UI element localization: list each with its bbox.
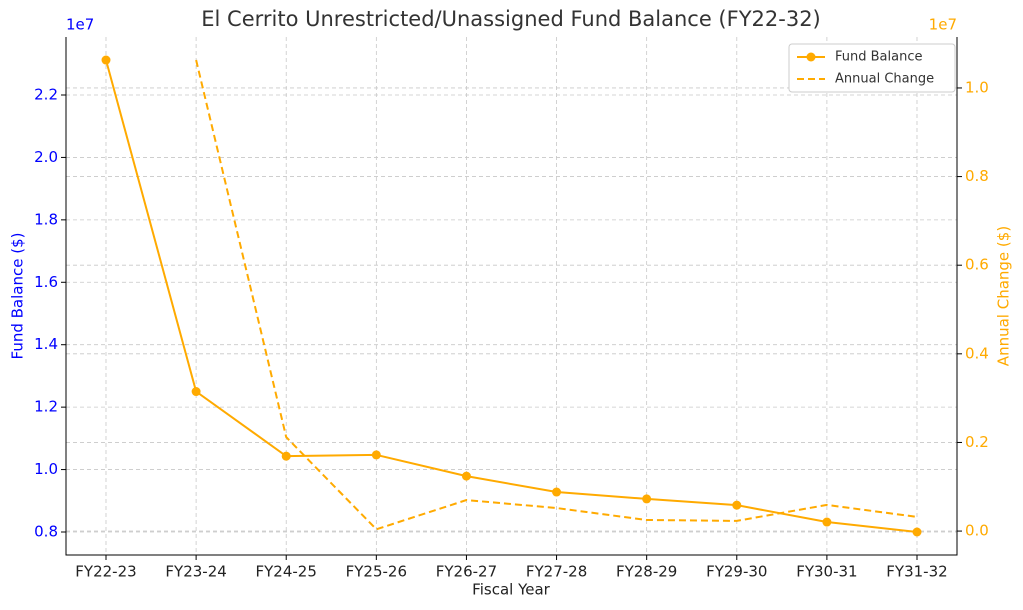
legend-box: [788, 43, 956, 93]
axis-frame: [65, 37, 958, 556]
x-tick-label: FY30-31: [796, 563, 857, 581]
x-tick-label: FY31-32: [886, 563, 947, 581]
data-point: [912, 527, 922, 537]
series-line: [105, 59, 918, 533]
x-tick-label: FY29-30: [706, 563, 767, 581]
x-tick-label: FY26-27: [436, 563, 497, 581]
y2-offset-label: 1e7: [929, 16, 957, 34]
data-point: [461, 471, 471, 481]
y2-tick-label: 0.4: [965, 344, 989, 362]
x-tick-label: FY27-28: [526, 563, 587, 581]
data-point: [732, 500, 742, 510]
chart-title: El Cerrito Unrestricted/Unassigned Fund …: [201, 7, 821, 31]
y2-tick-label: 0.0: [965, 522, 989, 540]
y-axis-title: Fund Balance ($): [9, 233, 27, 360]
y2-axis-title: Annual Change ($): [995, 226, 1013, 366]
data-point: [642, 494, 652, 504]
x-tick-label: FY23-24: [165, 563, 226, 581]
y-tick-label: 1.0: [34, 460, 58, 478]
x-tick-label: FY24-25: [256, 563, 317, 581]
data-point: [371, 450, 381, 460]
y-tick-label: 1.2: [34, 398, 58, 416]
legend-label: Fund Balance: [835, 50, 922, 65]
y-tick-label: 1.4: [34, 335, 58, 353]
y-tick-label: 2.0: [34, 148, 58, 166]
series-line: [195, 59, 918, 531]
y-tick-label: 1.8: [34, 210, 58, 228]
y-offset-label: 1e7: [66, 16, 94, 34]
legend-marker: [806, 52, 816, 62]
data-point: [552, 487, 562, 497]
y2-tick-label: 0.8: [965, 167, 989, 185]
data-point: [822, 517, 832, 527]
legend-label: Annual Change: [835, 72, 934, 87]
data-point: [101, 55, 111, 65]
y2-tick-label: 1.0: [965, 78, 989, 96]
data-point: [191, 387, 201, 397]
y-tick-label: 0.8: [34, 522, 58, 540]
y-tick-label: 1.6: [34, 273, 58, 291]
data-point: [281, 451, 291, 461]
x-tick-label: FY22-23: [75, 563, 136, 581]
x-tick-label: FY25-26: [346, 563, 407, 581]
y-tick-label: 2.2: [34, 85, 58, 103]
y2-tick-label: 0.2: [965, 433, 989, 451]
x-tick-label: FY28-29: [616, 563, 677, 581]
x-axis-title: Fiscal Year: [472, 581, 550, 599]
y2-tick-label: 0.6: [965, 256, 989, 274]
